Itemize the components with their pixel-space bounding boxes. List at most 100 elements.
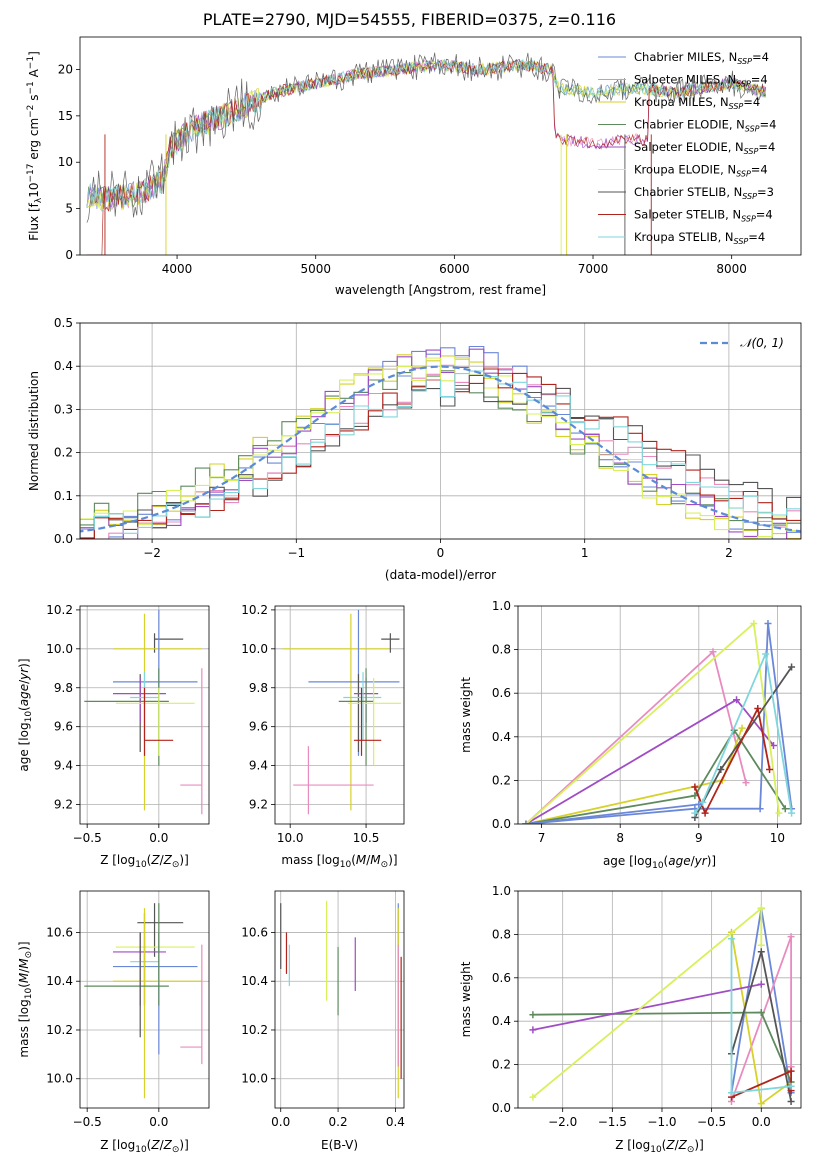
weight-marker-elodie_kroupa (757, 941, 765, 949)
weight-marker-stelib_chabrier (717, 766, 725, 773)
x-tick-label: 0.0 (752, 1115, 771, 1129)
x-tick-label: 7 (538, 831, 546, 845)
label-part: / (675, 1138, 680, 1152)
weight-line-miles_chabrier (525, 803, 699, 824)
label-part: ( (147, 853, 152, 867)
label-part: Flux [f (27, 202, 41, 240)
weight-marker-miles_chabrier (695, 800, 703, 808)
label-part: ⊙ (172, 1145, 180, 1155)
y-tick-label: 0.2 (54, 446, 73, 460)
histogram-stelib_kroupa (80, 370, 801, 539)
label-part: M (17, 958, 31, 969)
x-axis-label: Z [log10(Z/Z⊙)] (100, 1138, 189, 1155)
y-tick-label: 0.6 (492, 971, 511, 985)
y-tick-label: 9.8 (54, 681, 73, 695)
figure-title: PLATE=2790, MJD=54555, FIBERID=0375, z=0… (202, 10, 617, 29)
legend-text: Kroupa ELODIE, N (634, 163, 736, 177)
weight-marker-elodie_chabrier (781, 805, 789, 813)
label-part: A (27, 68, 41, 81)
label-part: ⊙ (24, 951, 34, 959)
label-part: −1 (26, 81, 36, 94)
label-part: ⊙ (381, 860, 389, 870)
x-tick-label: 7000 (578, 262, 609, 276)
plot-area (80, 345, 801, 539)
x-tick-label: 6000 (439, 262, 470, 276)
y-tick-label: 10.0 (46, 1072, 73, 1086)
x-tick-label: 10 (770, 831, 785, 845)
panel-spectrum: 4000 5000 6000 7000 8000 0 5 10 15 20 wavelength [… (26, 36, 802, 297)
weight-marker-miles_kroupa (757, 1100, 765, 1108)
label-part: Z (150, 853, 160, 867)
legend-text: =4 (758, 140, 775, 154)
y-tick-label: 0.8 (492, 643, 511, 657)
plot-area (280, 900, 402, 1099)
label-part: Z (163, 853, 173, 867)
label-part: / (17, 679, 31, 684)
legend-text: =3 (757, 185, 774, 199)
legend-text: =4 (751, 163, 768, 177)
label-part: 10 (650, 1145, 662, 1155)
y-axis-label: mass weight (459, 961, 473, 1037)
legend-sub: SSP (736, 170, 751, 179)
legend-text: Salpeter MILES, N (634, 73, 736, 87)
weight-marker-elodie_kroupa (750, 619, 758, 627)
x-tick-label: −2 (143, 546, 161, 560)
weight-marker-elodie_salpeter (733, 696, 741, 704)
weight-marker-stelib_salpeter (754, 704, 762, 712)
label-part: yr (694, 854, 708, 868)
legend-sub: SSP (729, 102, 744, 111)
label-part: 10 (24, 711, 34, 723)
x-axis-label: Z [log10(Z/Z⊙)] (100, 853, 189, 870)
x-tick-label: 1 (581, 546, 589, 560)
weight-marker-elodie_chabrier (529, 1011, 537, 1019)
y-tick-label: 10.0 (241, 1072, 268, 1086)
y-tick-label: 10 (58, 155, 73, 169)
weight-marker-miles_chabrier (756, 805, 764, 813)
label-part: ⊙ (172, 860, 180, 870)
y-tick-label: 0.2 (492, 773, 511, 787)
weight-marker-elodie_kroupa (757, 904, 765, 912)
plot-area (84, 903, 203, 1099)
weight-line-elodie_kroupa (525, 621, 780, 824)
weight-marker-miles_chabrier (764, 619, 772, 627)
label-part: 10 (652, 861, 664, 871)
label-part: 10 (27, 183, 41, 198)
weight-marker-miles_salpeter (742, 779, 750, 787)
y-axis-label: age [log10(age/yr)] (17, 658, 34, 771)
weight-marker-stelib_salpeter (787, 1067, 795, 1075)
y-tick-label: 10.0 (46, 642, 73, 656)
label-part: 10 (24, 988, 34, 1000)
legend-text: Chabrier STELIB, N (634, 185, 742, 199)
y-tick-label: 0.6 (492, 686, 511, 700)
legend-sub: SSP (736, 80, 751, 89)
y-tick-label: 9.6 (249, 720, 268, 734)
x-tick-label: 0 (437, 546, 445, 560)
label-part: )] (17, 658, 31, 667)
legend-sub: SSP (742, 192, 757, 201)
legend-text: Chabrier MILES, N (634, 50, 737, 64)
x-tick-label: −0.5 (73, 1115, 102, 1129)
axes-frame (79, 890, 210, 1109)
x-axis-label: Z [log10(Z/Z⊙)] (615, 1138, 704, 1155)
x-tick-label: 10.5 (353, 831, 380, 845)
x-tick-label: 0.0 (149, 1115, 168, 1129)
x-axis-label: wavelength [Angstrom, rest frame] (335, 283, 546, 297)
y-tick-label: 1.0 (492, 599, 511, 613)
y-axis-label: mass weight (459, 677, 473, 753)
axes-frame (274, 890, 405, 1109)
label-part: )] (388, 853, 397, 867)
y-tick-label: 10.6 (241, 925, 268, 939)
y-tick-label: 10.4 (241, 974, 268, 988)
y-tick-label: 0.1 (54, 489, 73, 503)
weight-marker-stelib_kroupa (691, 809, 699, 817)
panel-age_vs_Z: −0.5 0.09.29.49.69.810.010.2Z [log10(Z/Z⊙… (17, 603, 210, 870)
x-tick-label: −0.5 (73, 831, 102, 845)
label-part: 10 (340, 860, 352, 870)
x-axis-label: age [log10(age/yr)] (603, 854, 716, 871)
y-tick-label: 10.6 (46, 925, 73, 939)
panel-weight_vs_age: 7 8 9 10 0.0 0.2 0.4 0.6 0.8 1.0 mass weight age [l… (459, 599, 802, 871)
x-tick-label: −1 (287, 546, 305, 560)
legend-text: =4 (743, 95, 760, 109)
weight-marker-elodie_salpeter (757, 980, 765, 988)
label-part: ( (147, 1138, 152, 1152)
